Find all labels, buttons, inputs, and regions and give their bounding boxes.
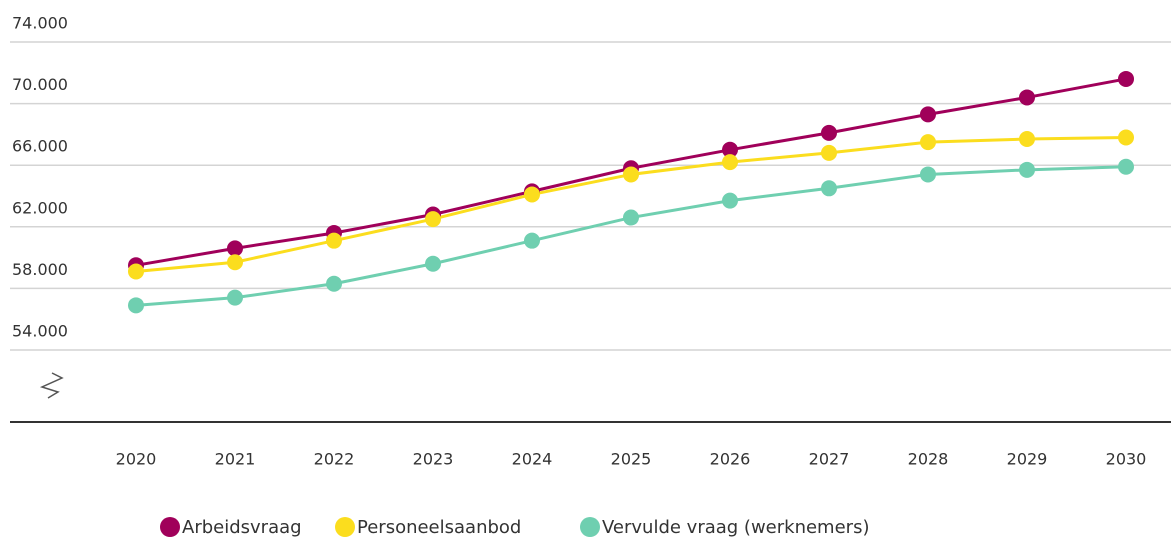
x-tick-label: 2020 bbox=[116, 450, 157, 469]
data-point bbox=[1019, 131, 1035, 148]
data-point bbox=[1118, 158, 1134, 175]
x-tick-label: 2021 bbox=[215, 450, 256, 469]
y-tick-label: 54.000 bbox=[12, 322, 68, 341]
data-point bbox=[524, 186, 540, 203]
data-point bbox=[722, 192, 738, 209]
data-point bbox=[524, 232, 540, 249]
data-point bbox=[425, 211, 441, 228]
data-point bbox=[1019, 161, 1035, 178]
x-tick-label: 2030 bbox=[1106, 450, 1147, 469]
y-tick-label: 70.000 bbox=[12, 75, 68, 94]
series-line bbox=[135, 135, 1127, 273]
x-tick-label: 2029 bbox=[1007, 450, 1048, 469]
y-tick-label: 58.000 bbox=[12, 260, 68, 279]
y-tick-label: 66.000 bbox=[12, 137, 68, 156]
data-point bbox=[821, 180, 837, 197]
x-tick-label: 2027 bbox=[809, 450, 850, 469]
data-point bbox=[920, 134, 936, 151]
data-point bbox=[623, 209, 639, 226]
data-point bbox=[425, 255, 441, 272]
x-tick-label: 2025 bbox=[611, 450, 652, 469]
series-line bbox=[135, 165, 1127, 307]
legend-swatch bbox=[335, 517, 355, 537]
axis-break bbox=[39, 372, 64, 399]
data-point bbox=[326, 275, 342, 292]
data-point bbox=[1118, 129, 1134, 146]
data-point bbox=[227, 254, 243, 271]
data-point bbox=[920, 166, 936, 183]
data-point bbox=[128, 263, 144, 280]
data-point bbox=[722, 154, 738, 171]
data-point bbox=[722, 141, 738, 158]
data-point bbox=[1118, 70, 1134, 87]
legend-label: Personeelsaanbod bbox=[357, 517, 521, 538]
data-point bbox=[821, 144, 837, 161]
data-point bbox=[623, 166, 639, 183]
x-tick-label: 2026 bbox=[710, 450, 751, 469]
data-point bbox=[920, 106, 936, 123]
legend-swatch bbox=[160, 517, 180, 537]
data-point bbox=[128, 297, 144, 314]
x-tick-label: 2023 bbox=[413, 450, 454, 469]
x-tick-label: 2028 bbox=[908, 450, 949, 469]
x-tick-label: 2022 bbox=[314, 450, 355, 469]
data-point bbox=[821, 124, 837, 141]
legend-swatch bbox=[580, 517, 600, 537]
data-point bbox=[326, 232, 342, 249]
data-point bbox=[227, 240, 243, 257]
legend-label: Vervulde vraag (werknemers) bbox=[602, 517, 869, 538]
legend-label: Arbeidsvraag bbox=[182, 517, 302, 538]
data-point bbox=[227, 289, 243, 306]
y-tick-label: 62.000 bbox=[12, 198, 68, 217]
x-tick-label: 2024 bbox=[512, 450, 553, 469]
data-point bbox=[1019, 89, 1035, 106]
y-tick-label: 74.000 bbox=[12, 14, 68, 33]
